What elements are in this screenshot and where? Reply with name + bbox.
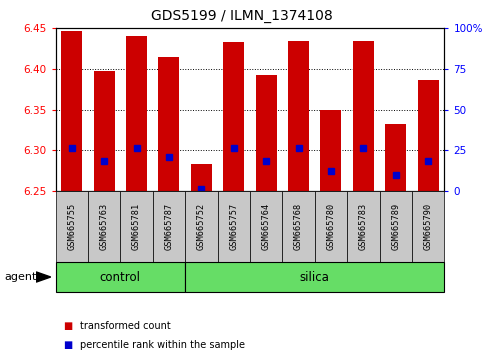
Bar — [288, 41, 309, 191]
Text: GSM665755: GSM665755 — [67, 203, 76, 250]
Text: ■: ■ — [63, 321, 72, 331]
Text: control: control — [100, 270, 141, 284]
Text: transformed count: transformed count — [80, 321, 170, 331]
Text: GSM665783: GSM665783 — [359, 203, 368, 250]
Text: GSM665790: GSM665790 — [424, 203, 433, 250]
Bar — [153, 191, 185, 262]
Text: agent: agent — [5, 272, 37, 282]
Bar — [412, 191, 444, 262]
Bar — [385, 124, 406, 191]
Text: percentile rank within the sample: percentile rank within the sample — [80, 341, 245, 350]
Bar — [94, 71, 114, 191]
Text: GSM665789: GSM665789 — [391, 203, 400, 250]
Bar — [283, 191, 315, 262]
Bar — [120, 191, 153, 262]
Bar — [158, 57, 180, 191]
Text: GSM665752: GSM665752 — [197, 203, 206, 250]
Bar — [56, 191, 88, 262]
Bar — [347, 191, 380, 262]
Bar — [185, 191, 217, 262]
Text: GSM665780: GSM665780 — [327, 203, 336, 250]
Bar — [191, 164, 212, 191]
Bar — [418, 80, 439, 191]
Text: GSM665781: GSM665781 — [132, 203, 141, 250]
Text: GSM665764: GSM665764 — [262, 203, 270, 250]
Text: silica: silica — [300, 270, 330, 284]
Polygon shape — [36, 272, 51, 282]
Bar — [315, 191, 347, 262]
Text: GSM665757: GSM665757 — [229, 203, 238, 250]
Bar — [250, 191, 283, 262]
Bar — [61, 31, 82, 191]
Text: ■: ■ — [63, 341, 72, 350]
Bar — [256, 75, 277, 191]
Bar — [126, 36, 147, 191]
Bar — [223, 42, 244, 191]
Text: GSM665787: GSM665787 — [164, 203, 173, 250]
Text: GSM665763: GSM665763 — [99, 203, 109, 250]
Bar — [56, 262, 185, 292]
Bar — [88, 191, 120, 262]
Bar — [380, 191, 412, 262]
Bar — [217, 191, 250, 262]
Bar — [320, 110, 341, 191]
Bar — [353, 41, 374, 191]
Bar — [185, 262, 444, 292]
Text: GDS5199 / ILMN_1374108: GDS5199 / ILMN_1374108 — [151, 9, 332, 23]
Text: GSM665768: GSM665768 — [294, 203, 303, 250]
